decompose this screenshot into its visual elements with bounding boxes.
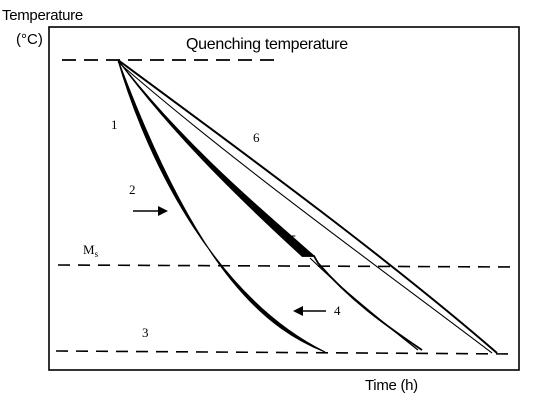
region-label-5: 5	[290, 232, 297, 247]
curve-5-inner-edge	[309, 257, 419, 351]
quenching-temperature-label: Quenching temperature	[186, 36, 348, 53]
arrow-2-head	[158, 206, 168, 216]
region-label-4: 4	[334, 303, 341, 318]
curve-6-inner	[117, 61, 493, 354]
ms-line	[57, 264, 517, 268]
arrow-4-head	[293, 306, 303, 316]
y-axis-title: Temperature	[2, 7, 83, 24]
region-label-3: 3	[142, 325, 149, 340]
plot-frame	[48, 26, 520, 371]
ms-label-subscript: s	[95, 249, 99, 259]
curve-5-tail	[302, 255, 423, 351]
curve-6	[117, 59, 498, 354]
band-region-5	[117, 59, 316, 257]
ms-label-main: M	[83, 242, 95, 257]
region-label-6: 6	[253, 130, 260, 145]
bottom-reference-line	[55, 350, 517, 355]
region-label-2: 2	[129, 182, 136, 197]
y-axis-unit: (°C)	[16, 31, 43, 48]
region-label-1: 1	[111, 117, 118, 132]
band-between-curve-1-and-2	[117, 59, 326, 353]
ms-label: Ms	[83, 242, 99, 259]
x-axis-title: Time (h)	[365, 377, 418, 394]
